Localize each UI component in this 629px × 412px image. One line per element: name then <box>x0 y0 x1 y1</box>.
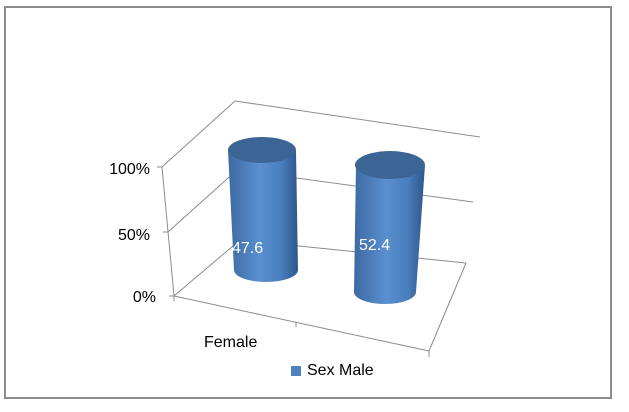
legend: Sex Male <box>291 362 374 379</box>
data-label-female: 47.6 <box>232 240 263 257</box>
legend-label: Sex Male <box>307 362 374 379</box>
x-tick-female: Female <box>204 334 257 351</box>
bar-male[interactable]: 52.4 <box>354 151 425 304</box>
data-label-male: 52.4 <box>359 237 390 254</box>
gridlines <box>157 100 481 357</box>
y-tick-50: 50% <box>118 227 150 244</box>
y-tick-100: 100% <box>109 161 150 178</box>
bar-female[interactable]: 47.6 <box>228 137 298 282</box>
legend-swatch <box>291 366 301 376</box>
chart-area <box>4 6 612 399</box>
y-tick-0: 0% <box>133 289 156 306</box>
